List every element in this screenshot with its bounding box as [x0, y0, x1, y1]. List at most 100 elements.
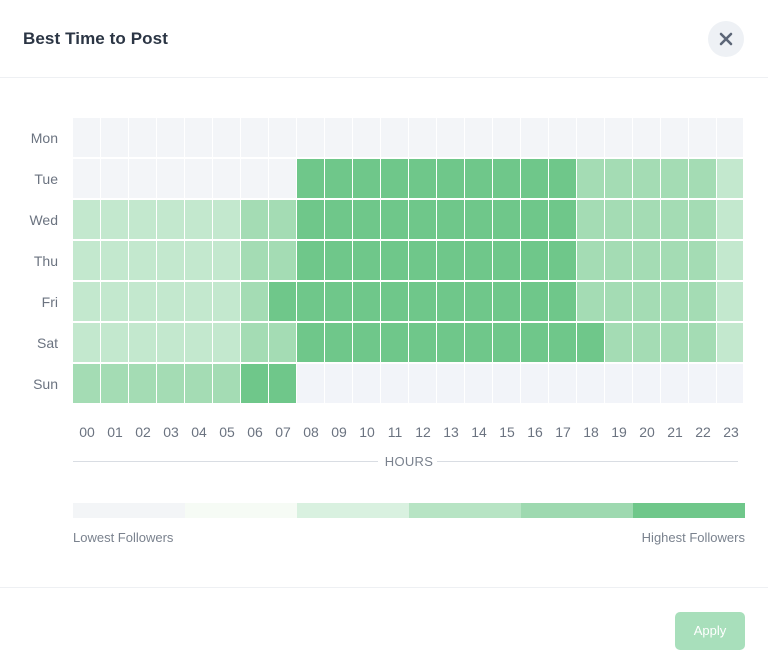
heatmap-cell[interactable]	[213, 118, 240, 157]
heatmap-cell[interactable]	[269, 118, 296, 157]
heatmap-cell[interactable]	[605, 364, 632, 403]
heatmap-cell[interactable]	[577, 323, 604, 362]
heatmap-cell[interactable]	[549, 159, 576, 198]
heatmap-cell[interactable]	[521, 118, 548, 157]
heatmap-cell[interactable]	[157, 364, 184, 403]
heatmap-cell[interactable]	[521, 364, 548, 403]
heatmap-cell[interactable]	[717, 159, 743, 198]
heatmap-cell[interactable]	[437, 118, 464, 157]
heatmap-cell[interactable]	[661, 282, 688, 321]
heatmap-cell[interactable]	[409, 118, 436, 157]
heatmap-cell[interactable]	[157, 118, 184, 157]
heatmap-cell[interactable]	[661, 159, 688, 198]
heatmap-cell[interactable]	[73, 364, 100, 403]
heatmap-cell[interactable]	[409, 200, 436, 239]
heatmap-cell[interactable]	[633, 159, 660, 198]
heatmap-cell[interactable]	[157, 241, 184, 280]
heatmap-cell[interactable]	[493, 200, 520, 239]
heatmap-cell[interactable]	[73, 118, 100, 157]
heatmap-cell[interactable]	[549, 364, 576, 403]
heatmap-cell[interactable]	[73, 323, 100, 362]
heatmap-cell[interactable]	[465, 200, 492, 239]
heatmap-cell[interactable]	[409, 159, 436, 198]
heatmap-cell[interactable]	[437, 200, 464, 239]
heatmap-cell[interactable]	[689, 364, 716, 403]
heatmap-cell[interactable]	[269, 323, 296, 362]
heatmap-cell[interactable]	[185, 241, 212, 280]
heatmap-cell[interactable]	[717, 282, 743, 321]
heatmap-cell[interactable]	[661, 200, 688, 239]
heatmap-cell[interactable]	[325, 159, 352, 198]
heatmap-cell[interactable]	[381, 241, 408, 280]
heatmap-cell[interactable]	[213, 364, 240, 403]
heatmap-cell[interactable]	[297, 323, 324, 362]
heatmap-cell[interactable]	[297, 118, 324, 157]
heatmap-cell[interactable]	[269, 282, 296, 321]
heatmap-cell[interactable]	[129, 241, 156, 280]
heatmap-cell[interactable]	[717, 241, 743, 280]
heatmap-cell[interactable]	[381, 323, 408, 362]
heatmap-cell[interactable]	[577, 200, 604, 239]
heatmap-cell[interactable]	[493, 159, 520, 198]
heatmap-cell[interactable]	[381, 364, 408, 403]
heatmap-cell[interactable]	[269, 241, 296, 280]
heatmap-cell[interactable]	[241, 118, 268, 157]
heatmap-cell[interactable]	[185, 282, 212, 321]
heatmap-cell[interactable]	[101, 282, 128, 321]
heatmap-cell[interactable]	[521, 282, 548, 321]
heatmap-cell[interactable]	[409, 323, 436, 362]
heatmap-cell[interactable]	[157, 159, 184, 198]
heatmap-cell[interactable]	[437, 282, 464, 321]
heatmap-cell[interactable]	[577, 364, 604, 403]
heatmap-cell[interactable]	[381, 282, 408, 321]
heatmap-cell[interactable]	[521, 323, 548, 362]
heatmap-cell[interactable]	[325, 364, 352, 403]
heatmap-cell[interactable]	[129, 200, 156, 239]
heatmap-cell[interactable]	[493, 323, 520, 362]
heatmap-cell[interactable]	[465, 282, 492, 321]
heatmap-cell[interactable]	[409, 282, 436, 321]
heatmap-cell[interactable]	[353, 241, 380, 280]
heatmap-cell[interactable]	[521, 200, 548, 239]
heatmap-cell[interactable]	[185, 323, 212, 362]
heatmap-cell[interactable]	[465, 323, 492, 362]
heatmap-cell[interactable]	[297, 200, 324, 239]
heatmap-cell[interactable]	[465, 159, 492, 198]
heatmap-cell[interactable]	[493, 118, 520, 157]
heatmap-cell[interactable]	[73, 200, 100, 239]
heatmap-cell[interactable]	[381, 159, 408, 198]
heatmap-cell[interactable]	[661, 364, 688, 403]
heatmap-cell[interactable]	[633, 118, 660, 157]
heatmap-cell[interactable]	[73, 282, 100, 321]
heatmap-cell[interactable]	[689, 200, 716, 239]
heatmap-cell[interactable]	[493, 282, 520, 321]
heatmap-cell[interactable]	[521, 159, 548, 198]
heatmap-cell[interactable]	[241, 323, 268, 362]
heatmap-cell[interactable]	[661, 118, 688, 157]
heatmap-cell[interactable]	[577, 241, 604, 280]
heatmap-cell[interactable]	[605, 241, 632, 280]
heatmap-cell[interactable]	[689, 241, 716, 280]
heatmap-cell[interactable]	[241, 241, 268, 280]
heatmap-cell[interactable]	[689, 282, 716, 321]
heatmap-cell[interactable]	[297, 282, 324, 321]
heatmap-cell[interactable]	[493, 364, 520, 403]
heatmap-cell[interactable]	[101, 323, 128, 362]
heatmap-cell[interactable]	[465, 364, 492, 403]
heatmap-cell[interactable]	[409, 364, 436, 403]
heatmap-cell[interactable]	[437, 323, 464, 362]
heatmap-cell[interactable]	[297, 364, 324, 403]
heatmap-cell[interactable]	[689, 159, 716, 198]
heatmap-cell[interactable]	[605, 118, 632, 157]
heatmap-cell[interactable]	[661, 323, 688, 362]
heatmap-cell[interactable]	[605, 323, 632, 362]
heatmap-cell[interactable]	[633, 282, 660, 321]
heatmap-cell[interactable]	[129, 159, 156, 198]
heatmap-cell[interactable]	[325, 200, 352, 239]
heatmap-cell[interactable]	[185, 200, 212, 239]
heatmap-cell[interactable]	[465, 118, 492, 157]
heatmap-cell[interactable]	[241, 159, 268, 198]
heatmap-cell[interactable]	[605, 159, 632, 198]
heatmap-cell[interactable]	[353, 282, 380, 321]
heatmap-cell[interactable]	[129, 282, 156, 321]
